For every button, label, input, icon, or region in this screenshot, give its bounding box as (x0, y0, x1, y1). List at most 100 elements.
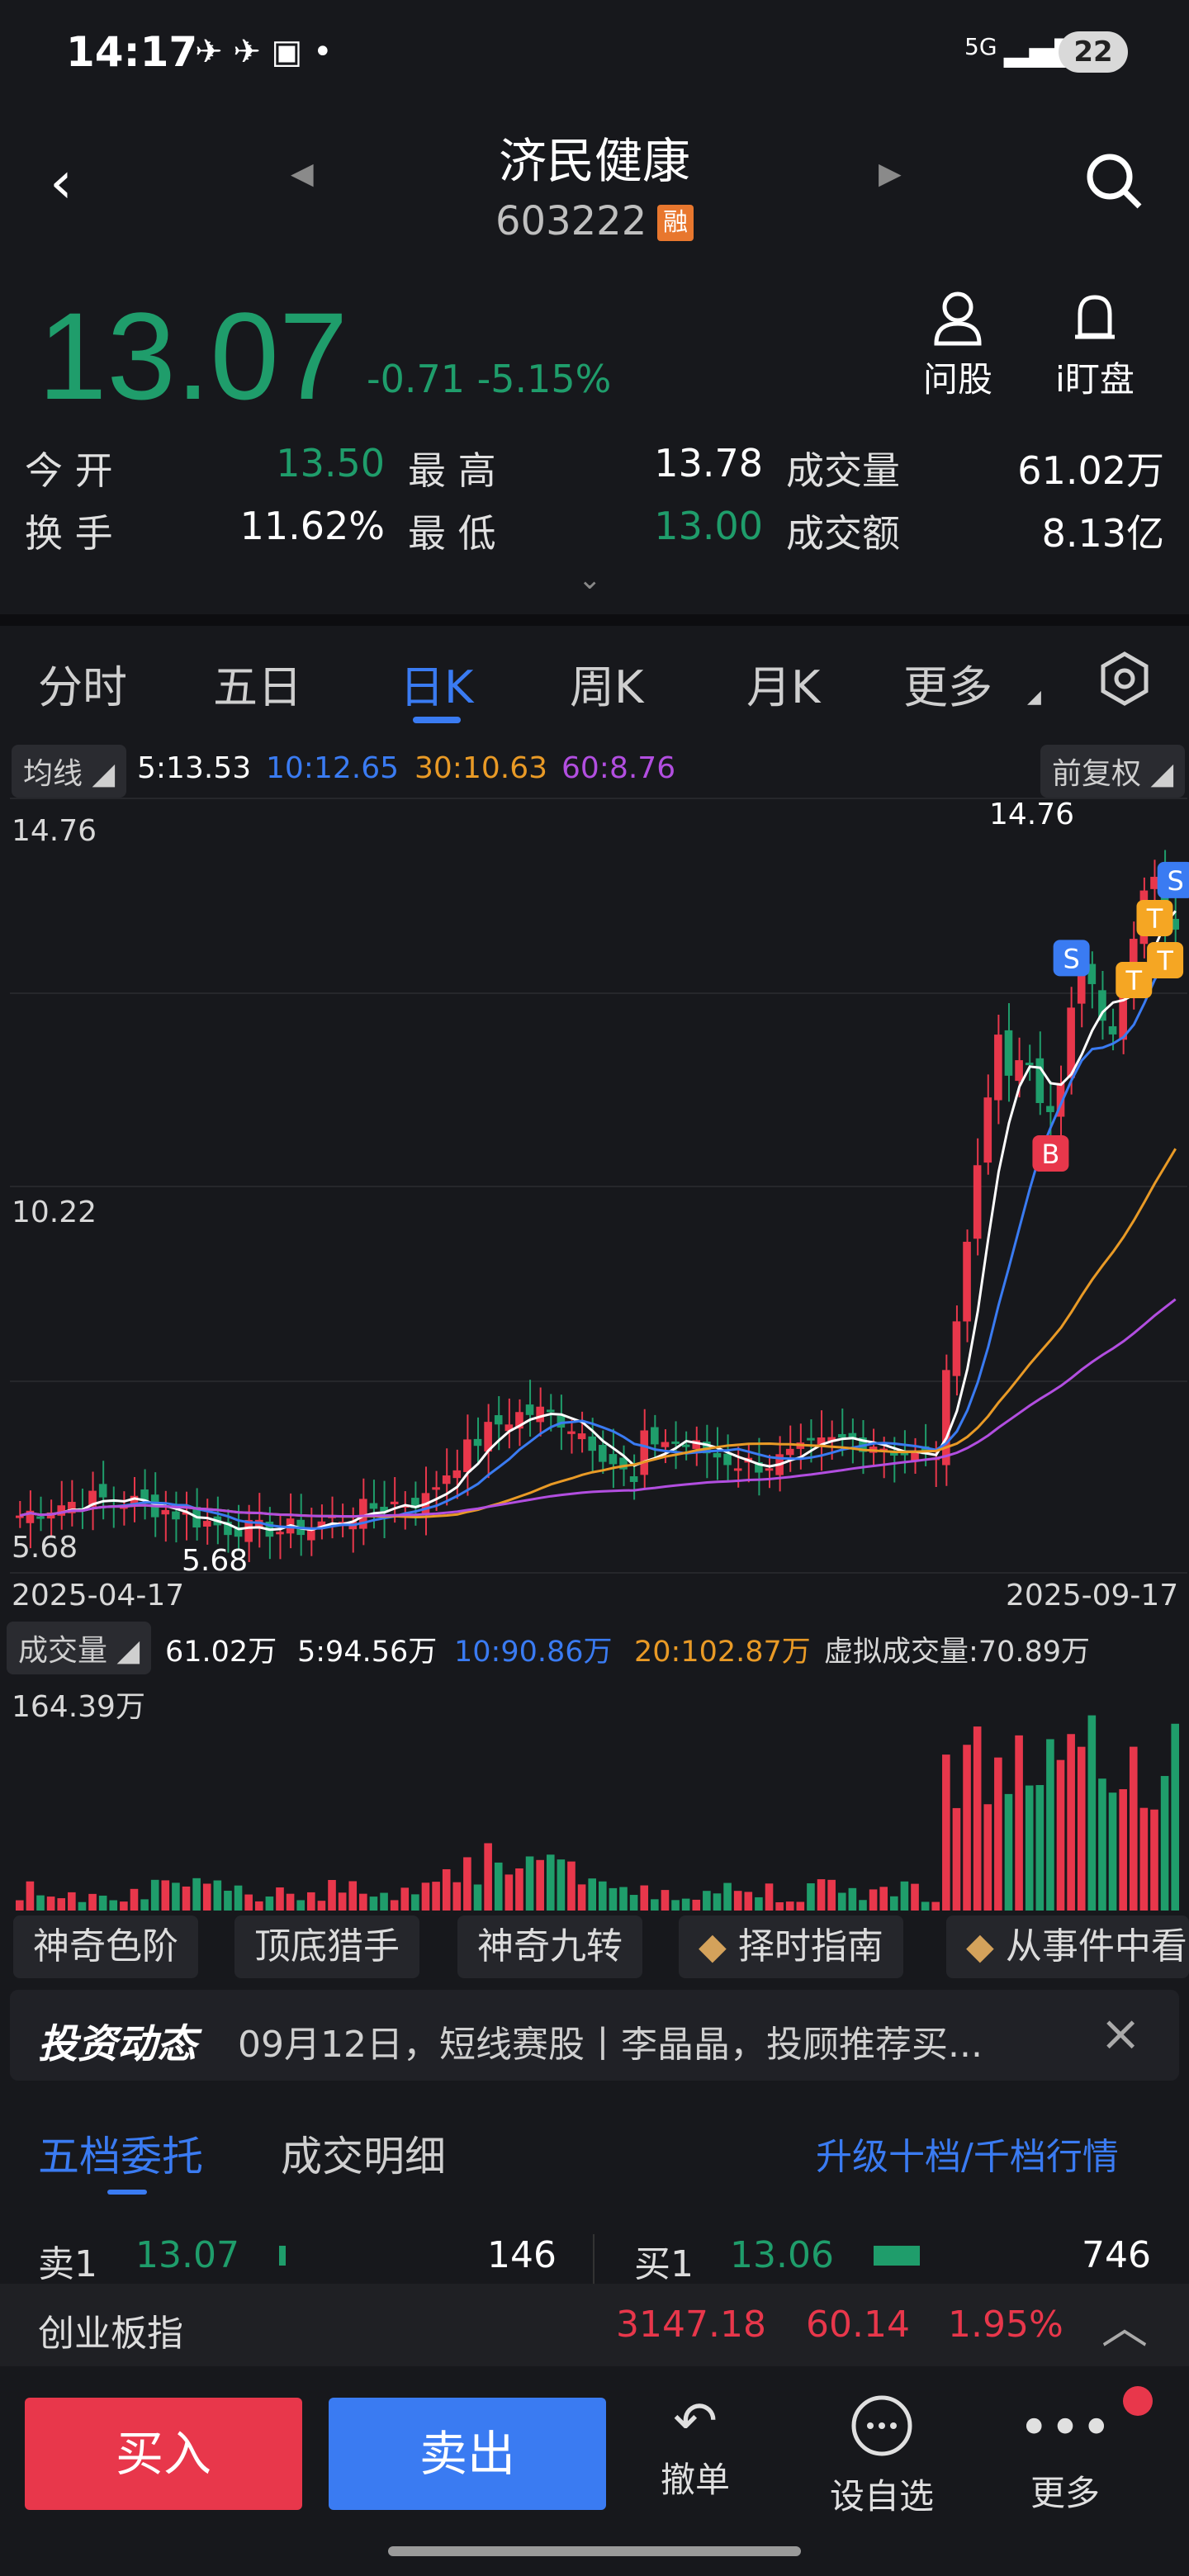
news-banner[interactable]: 投资动态 09月12日，短线赛股丨李晶晶，投顾推荐买... × (10, 1990, 1179, 2081)
candle-body (692, 1440, 701, 1449)
volume-bar (68, 1892, 76, 1911)
volume-bar (130, 1888, 139, 1911)
candle-body (567, 1431, 576, 1434)
candle-body (1046, 1106, 1054, 1112)
ma10-value: 10:12.65 (266, 751, 399, 785)
buy-button[interactable]: 买入 (25, 2398, 302, 2510)
candle-body (16, 1515, 24, 1518)
candle-body (473, 1438, 482, 1447)
volume-bar (775, 1901, 784, 1911)
buy1-volume: 746 (1082, 2234, 1151, 2276)
volume-bar (661, 1890, 670, 1911)
current-price: 13.07 (38, 286, 348, 425)
volume-bar (1139, 1807, 1149, 1911)
tab-more[interactable]: 更多 (903, 661, 992, 713)
candle-body (234, 1527, 243, 1537)
status-time: 14:17 (66, 28, 198, 76)
candle-body (494, 1415, 503, 1425)
more-label: 更多 (1030, 2473, 1100, 2513)
candle-body (1077, 965, 1086, 1004)
volume-bar (765, 1883, 774, 1911)
ask-stock-button[interactable]: 问股 (900, 289, 1016, 402)
candle-body (619, 1457, 628, 1470)
bell-icon (1075, 295, 1115, 339)
close-icon[interactable]: × (1100, 2005, 1142, 2062)
back-icon[interactable]: ‹ (50, 149, 73, 216)
tab-weekly-k[interactable]: 周K (570, 661, 644, 713)
volume-bar (109, 1900, 118, 1911)
cancel-order-button[interactable]: ↶ 撤单 (621, 2391, 770, 2503)
volume-bar (504, 1874, 514, 1911)
candle-body (317, 1521, 326, 1527)
candle-body (994, 1035, 1002, 1101)
volume-bar (942, 1754, 950, 1911)
volume-bar (1129, 1746, 1138, 1911)
tab-order-book[interactable]: 五档委托 (38, 2133, 203, 2181)
buy1-price: 13.06 (730, 2234, 834, 2276)
volume-bar (599, 1881, 607, 1911)
chevron-up-icon[interactable]: ︿ (1101, 2301, 1148, 2355)
candle-body (599, 1445, 607, 1462)
search-icon[interactable] (1082, 149, 1148, 215)
trade-marker-s (1053, 940, 1090, 977)
prev-stock-icon[interactable]: ◀ (291, 157, 314, 191)
adjust-selector[interactable]: 前复权 ◢ (1040, 745, 1186, 798)
volume-bar (172, 1882, 180, 1911)
volume-bar (224, 1890, 232, 1911)
next-stock-icon[interactable]: ▶ (879, 157, 902, 191)
candle-body (140, 1489, 149, 1501)
tab-five-day[interactable]: 五日 (213, 661, 302, 713)
volume-bar (265, 1896, 274, 1911)
candle-body (577, 1433, 586, 1440)
chip-events[interactable]: ◆ 从事件中看 (946, 1915, 1189, 1978)
volume-bar (98, 1895, 107, 1911)
volume-bar (140, 1899, 149, 1911)
volume-bar (796, 1901, 805, 1911)
volume-bar (432, 1882, 440, 1911)
candle-body (484, 1422, 492, 1452)
chip-nine-turns[interactable]: 神奇九转 (457, 1915, 642, 1978)
trade-marker-label: T (1125, 965, 1142, 997)
undo-icon: ↶ (673, 2391, 718, 2452)
volume-bar (328, 1879, 336, 1911)
turnover-value: 11.62% (239, 504, 385, 548)
settings-icon[interactable] (1095, 649, 1154, 708)
open-label: 今 开 (25, 448, 113, 493)
volume-bar (276, 1887, 284, 1911)
index-pct: 1.95% (948, 2304, 1063, 2346)
add-favorite-button[interactable]: 设自选 (808, 2391, 956, 2519)
expand-icon[interactable]: ⌄ (578, 563, 602, 596)
volume-chart[interactable]: 164.39万 (0, 1671, 1189, 1911)
ma5-line (19, 910, 1177, 1532)
volume-value: 61.02万 (1017, 448, 1164, 493)
watch-button[interactable]: i盯盘 (1037, 289, 1153, 402)
volume-bar (859, 1900, 867, 1911)
sell-button[interactable]: 卖出 (329, 2398, 606, 2510)
candle-body (411, 1498, 419, 1508)
chip-top-bottom[interactable]: 顶底猎手 (234, 1915, 419, 1978)
index-name: 创业板指 (38, 2313, 183, 2355)
ma60-line (19, 1298, 1177, 1518)
page-title: 济民健康 (498, 133, 690, 189)
chip-color-scale[interactable]: 神奇色阶 (13, 1915, 198, 1978)
upgrade-link[interactable]: 升级十档/千档行情 (816, 2136, 1119, 2178)
candle-body (88, 1490, 97, 1507)
tab-trade-detail[interactable]: 成交明细 (281, 2133, 446, 2181)
tab-monthly-k[interactable]: 月K (746, 661, 821, 713)
volume-ma5: 5:94.56万 (297, 1636, 438, 1669)
volume-bar (848, 1887, 857, 1911)
volume-selector[interactable]: 成交量 ◢ (7, 1622, 152, 1674)
candle-body (671, 1441, 680, 1444)
chip-timing-guide[interactable]: ◆ 择时指南 (679, 1915, 903, 1978)
ma-selector[interactable]: 均线 ◢ (12, 745, 127, 798)
tab-daily-k[interactable]: 日K (400, 661, 474, 713)
volume-bar (713, 1893, 722, 1911)
more-button[interactable]: ••• 更多 (991, 2391, 1139, 2516)
home-indicator[interactable] (388, 2546, 801, 2556)
candle-body (890, 1452, 898, 1456)
index-bar[interactable]: 创业板指 3147.18 60.14 1.95% ︿ (0, 2284, 1189, 2366)
candle-body (525, 1404, 534, 1415)
tab-intraday[interactable]: 分时 (38, 661, 127, 713)
volume-bar (890, 1896, 898, 1911)
